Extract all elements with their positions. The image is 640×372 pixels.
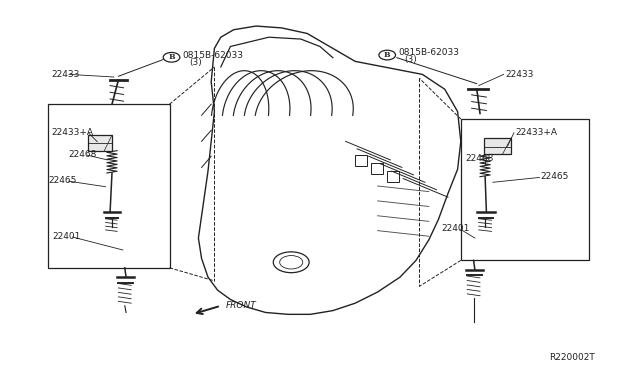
Text: 22433: 22433 [506,70,534,79]
Text: B: B [384,51,390,59]
Text: 22401: 22401 [442,224,470,233]
Text: 22433: 22433 [51,70,79,79]
Text: 22433+A: 22433+A [51,128,93,137]
Text: 22468: 22468 [465,154,493,163]
Bar [355,155,367,166]
Text: B: B [168,53,175,61]
Bar [461,119,589,260]
Text: R220002T: R220002T [550,353,595,362]
Text: (3): (3) [189,58,202,67]
Text: 22433+A: 22433+A [515,128,557,137]
Bar [484,138,511,154]
Text: FRONT: FRONT [225,301,256,310]
Text: 22465: 22465 [49,176,77,185]
Text: (3): (3) [404,55,417,64]
Bar [48,104,170,268]
Bar [88,135,112,151]
Text: 22468: 22468 [68,150,97,159]
Text: 0815B-62033: 0815B-62033 [398,48,459,57]
Bar [387,171,399,182]
Text: 0815B-62033: 0815B-62033 [182,51,243,60]
Text: 22401: 22401 [52,232,81,241]
Text: 22465: 22465 [541,172,569,181]
Bar [371,163,383,174]
